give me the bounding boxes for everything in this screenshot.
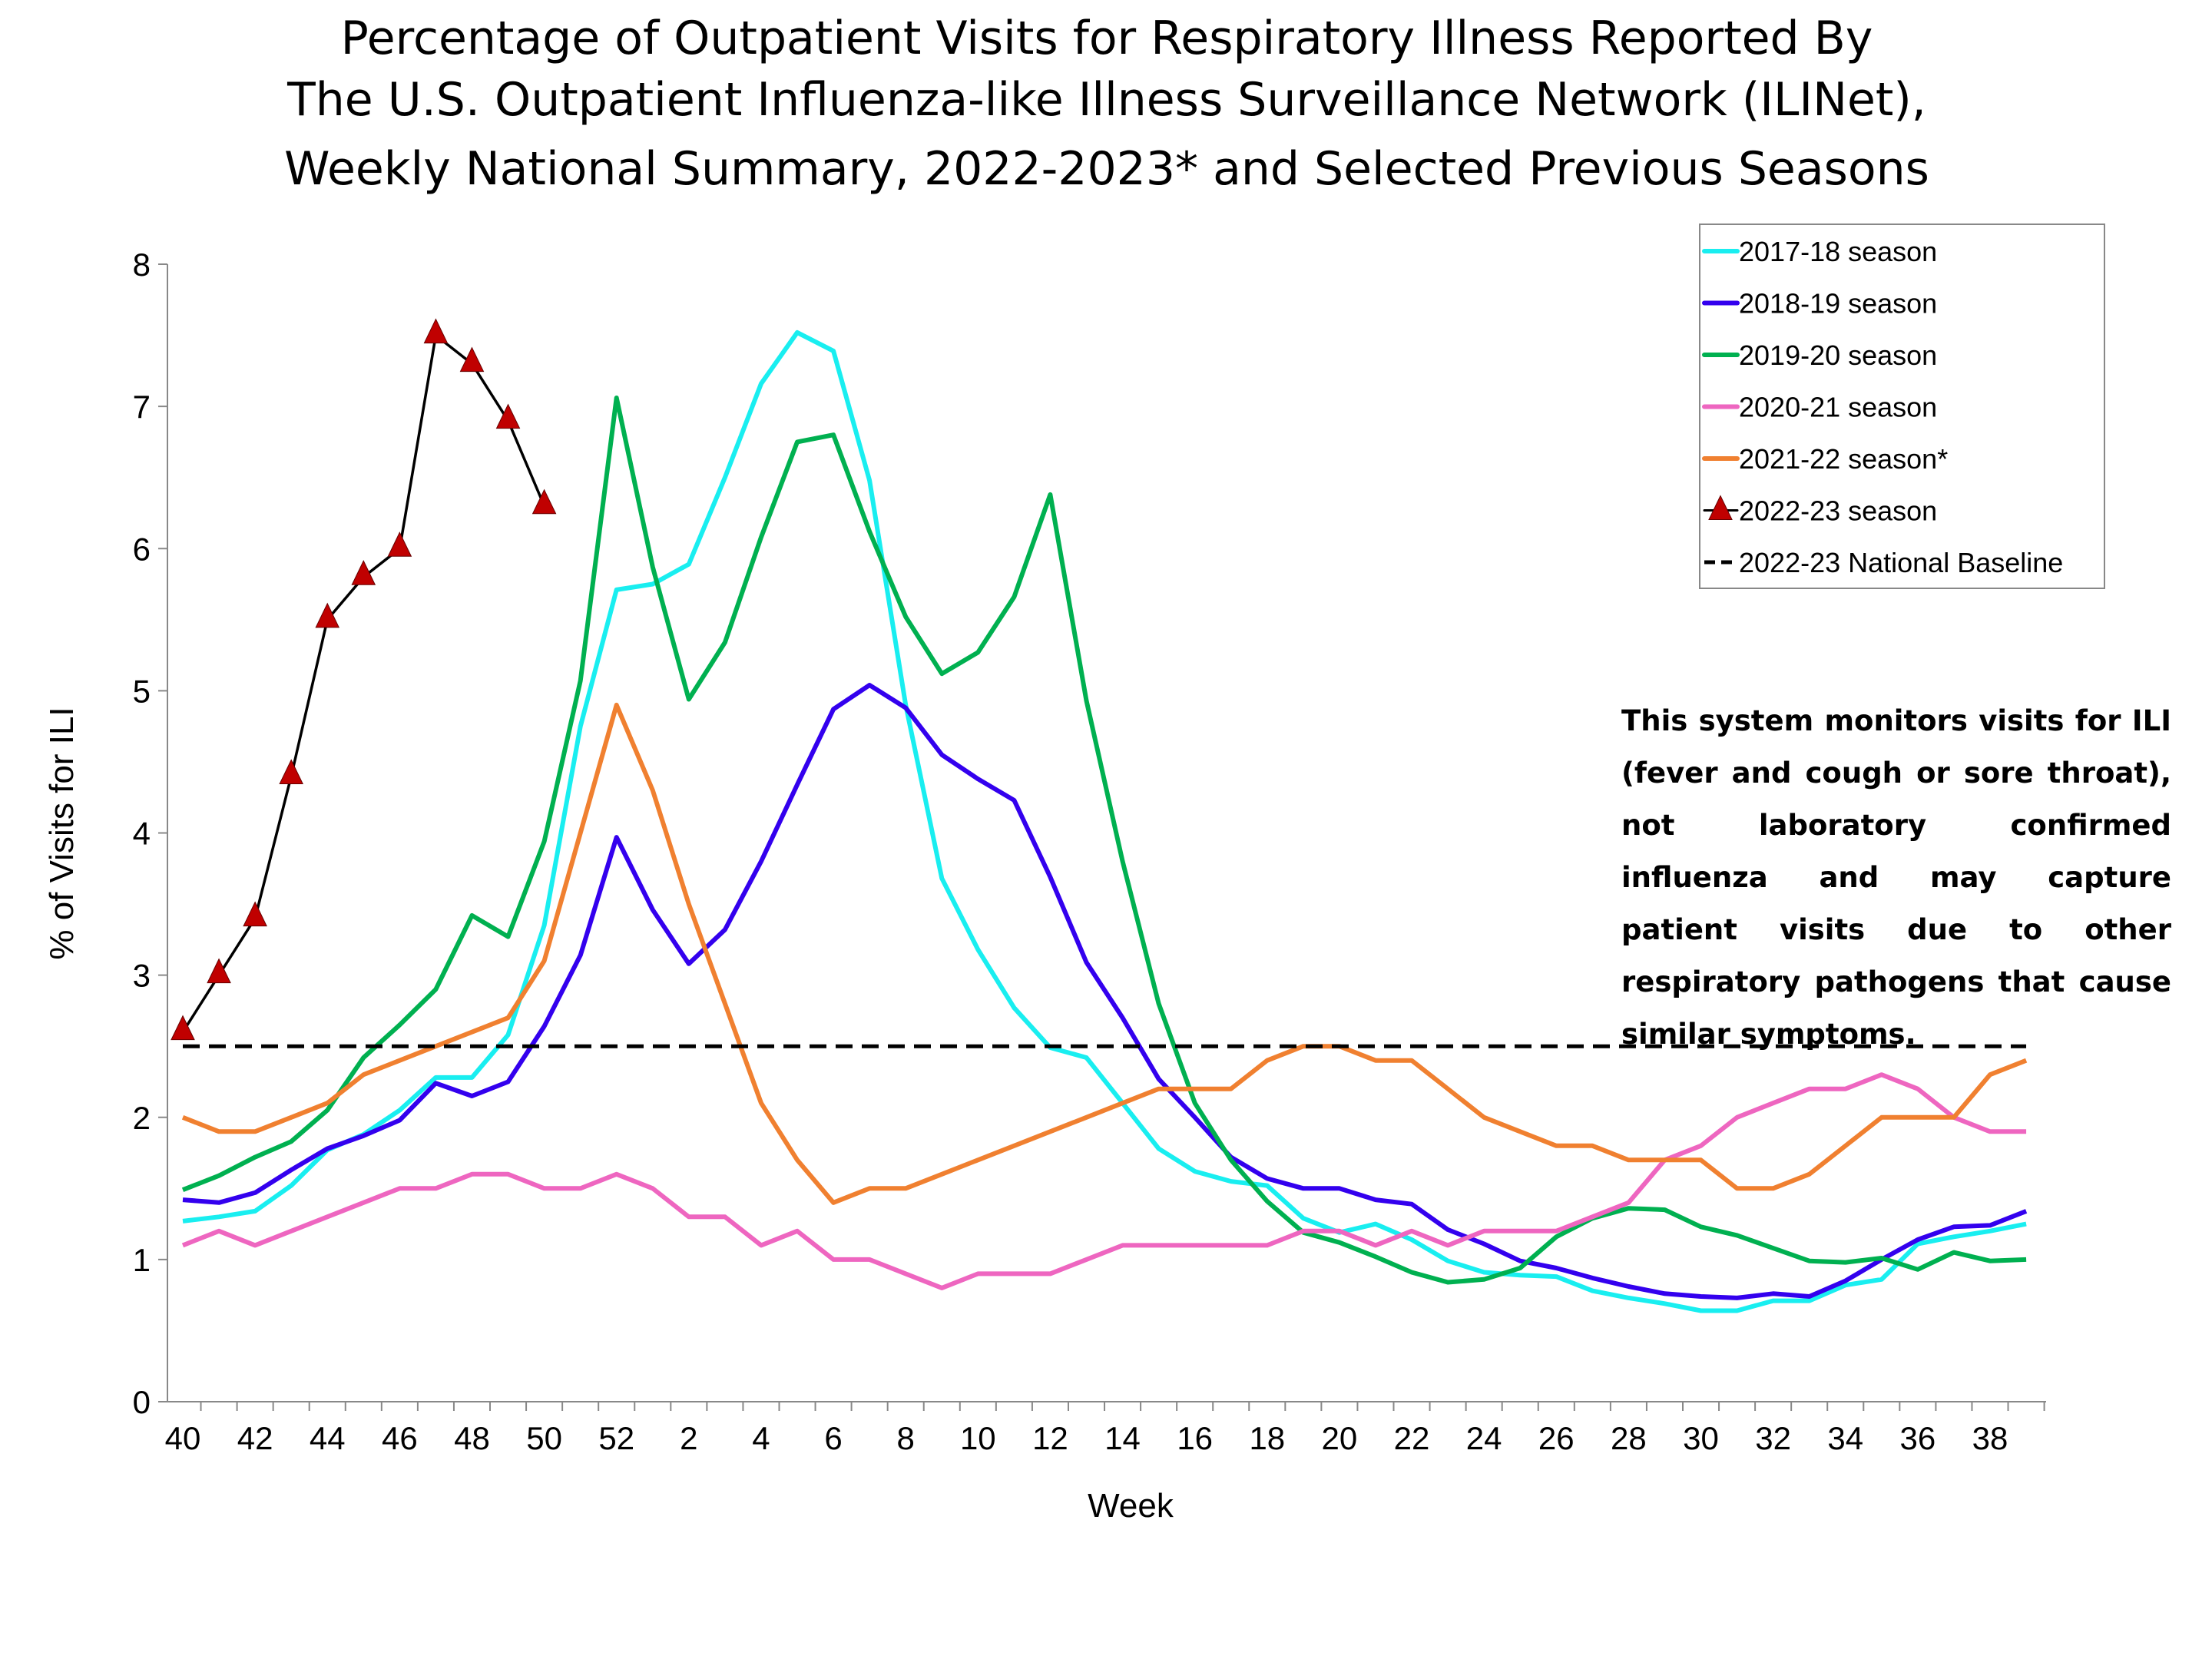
- series-2022-23-season-marker: [423, 318, 449, 344]
- chart-title-line-1: Percentage of Outpatient Visits for Resp…: [341, 12, 1873, 65]
- x-tick-label: 24: [1466, 1420, 1502, 1456]
- x-tick-label: 38: [1972, 1420, 2008, 1456]
- legend-item-2022-23-season: 2022-23 season: [1703, 495, 1937, 527]
- legend-label: 2017-18 season: [1739, 236, 1937, 267]
- series-2020-21-season-line: [181, 1072, 2027, 1290]
- x-tick-label: 40: [165, 1420, 201, 1456]
- legend-label: 2020-21 season: [1739, 392, 1937, 423]
- series-2022-23-season-marker: [279, 759, 303, 784]
- legend-item-2017-18-season: 2017-18 season: [1702, 236, 1937, 267]
- series-2022-23-season-marker: [495, 403, 521, 429]
- legend-marker-triangle: [1708, 495, 1733, 520]
- x-tick-label: 18: [1249, 1420, 1285, 1456]
- x-tick-label: 12: [1032, 1420, 1068, 1456]
- x-tick-label: 32: [1755, 1420, 1791, 1456]
- legend-box: [1699, 224, 2105, 589]
- y-tick-label: 1: [133, 1242, 151, 1278]
- y-tick-label: 3: [133, 958, 151, 994]
- x-tick-label: 42: [237, 1420, 273, 1456]
- series-2018-19-season-line: [182, 683, 2028, 1300]
- y-tick-label: 8: [133, 247, 151, 283]
- x-tick-label: 26: [1538, 1420, 1575, 1456]
- legend-label: 2021-22 season*: [1739, 443, 1948, 475]
- legend-label: 2018-19 season: [1739, 288, 1937, 320]
- chart-title-line-2: The U.S. Outpatient Influenza-like Illne…: [286, 73, 1926, 127]
- x-tick-label: 28: [1611, 1420, 1647, 1456]
- legend-item-2021-22-season: 2021-22 season*: [1702, 443, 1948, 475]
- x-tick-label: 30: [1683, 1420, 1719, 1456]
- y-tick-label: 7: [133, 389, 151, 425]
- y-axis-label: % of Visits for ILI: [43, 707, 81, 959]
- x-tick-label: 52: [598, 1420, 634, 1456]
- x-tick-label: 14: [1104, 1420, 1141, 1456]
- legend: 2017-18 season 2018-19 season 2019-20 seas…: [1699, 224, 2105, 589]
- y-tick-label: 2: [133, 1100, 151, 1136]
- x-axis-label: Week: [1088, 1487, 1174, 1525]
- legend-item-2022-23-national-baseline: 2022-23 National Baseline: [1704, 547, 2063, 578]
- legend-item-2020-21-season: 2020-21 season: [1702, 392, 1937, 423]
- x-tick-label: 22: [1394, 1420, 1430, 1456]
- series-2021-22-season-line: [181, 702, 2028, 1205]
- legend-label: 2022-23 season: [1739, 495, 1937, 527]
- series-2022-23-season-marker: [207, 958, 231, 984]
- series-2022-23-season-marker: [315, 602, 340, 628]
- x-tick-label: 4: [752, 1420, 770, 1456]
- series-2022-23-season-marker: [459, 346, 485, 373]
- x-tick-label: 2: [680, 1420, 697, 1456]
- legend-label: 2022-23 National Baseline: [1739, 547, 2063, 578]
- chart-title-line-3: Weekly National Summary, 2022-2023* and …: [284, 142, 1929, 196]
- x-tick-label: 36: [1900, 1420, 1936, 1456]
- series-2022-23-season-marker: [171, 1015, 195, 1041]
- x-tick-label: 46: [382, 1420, 418, 1456]
- x-tick-label: 34: [1827, 1420, 1863, 1456]
- x-tick-label: 10: [960, 1420, 996, 1456]
- series-2022-23-season-marker: [243, 901, 267, 927]
- x-tick-label: 6: [824, 1420, 842, 1456]
- series-2022-23-season-marker: [387, 531, 412, 557]
- legend-item-2019-20-season: 2019-20 season: [1702, 339, 1937, 371]
- y-tick-label: 0: [133, 1384, 151, 1420]
- x-tick-label: 16: [1177, 1420, 1213, 1456]
- y-tick-label: 4: [133, 816, 151, 852]
- series-2022-23-season-marker: [351, 560, 376, 585]
- series-2022-23-season-marker: [531, 488, 557, 515]
- x-tick-label: 8: [897, 1420, 915, 1456]
- x-tick-label: 44: [310, 1420, 346, 1456]
- series-2019-20-season-line: [181, 396, 2027, 1285]
- series-2017-18-season-line: [182, 329, 2027, 1313]
- legend-item-2018-19-season: 2018-19 season: [1702, 288, 1937, 320]
- x-tick-label: 50: [526, 1420, 562, 1456]
- annotation-note: This system monitors visits for ILI (fev…: [1621, 704, 2171, 1051]
- x-tick-label: 20: [1322, 1420, 1358, 1456]
- y-tick-label: 6: [133, 531, 151, 567]
- series-lines: [171, 318, 2028, 1313]
- y-tick-label: 5: [133, 673, 151, 709]
- legend-label: 2019-20 season: [1739, 339, 1937, 371]
- x-tick-label: 48: [454, 1420, 490, 1456]
